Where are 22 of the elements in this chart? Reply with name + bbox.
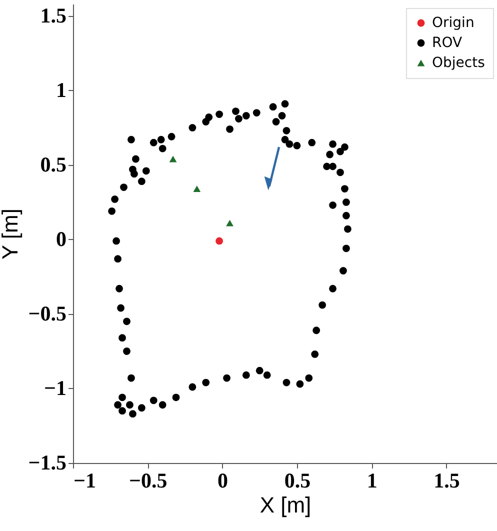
legend-label: Origin <box>432 15 474 31</box>
y-tick-label: −0.5 <box>28 301 66 326</box>
point <box>169 156 177 162</box>
y-tick-label: 1 <box>56 78 66 102</box>
y-tick-label: −1 <box>44 376 66 400</box>
x-tick-label: −1 <box>74 468 96 492</box>
x-axis-title: X [m] <box>260 492 312 518</box>
y-tick-label: 1.5 <box>40 3 66 28</box>
point <box>216 237 224 245</box>
legend-label: ROV <box>432 35 462 51</box>
x-tick-label: 0 <box>218 468 228 492</box>
y-tick-label: 0 <box>56 226 66 251</box>
legend-label: Objects <box>432 55 485 71</box>
point <box>193 186 201 192</box>
point <box>226 220 234 226</box>
x-tick-label: 1 <box>366 468 378 492</box>
y-tick-label: 0.5 <box>40 152 66 176</box>
x-tick-label: 0.5 <box>284 468 311 492</box>
x-tick-label: −0.5 <box>129 468 168 492</box>
x-tick-label: 1.5 <box>434 468 460 492</box>
y-tick-label: −1.5 <box>28 450 66 474</box>
y-axis-title: Y [m] <box>0 208 22 260</box>
